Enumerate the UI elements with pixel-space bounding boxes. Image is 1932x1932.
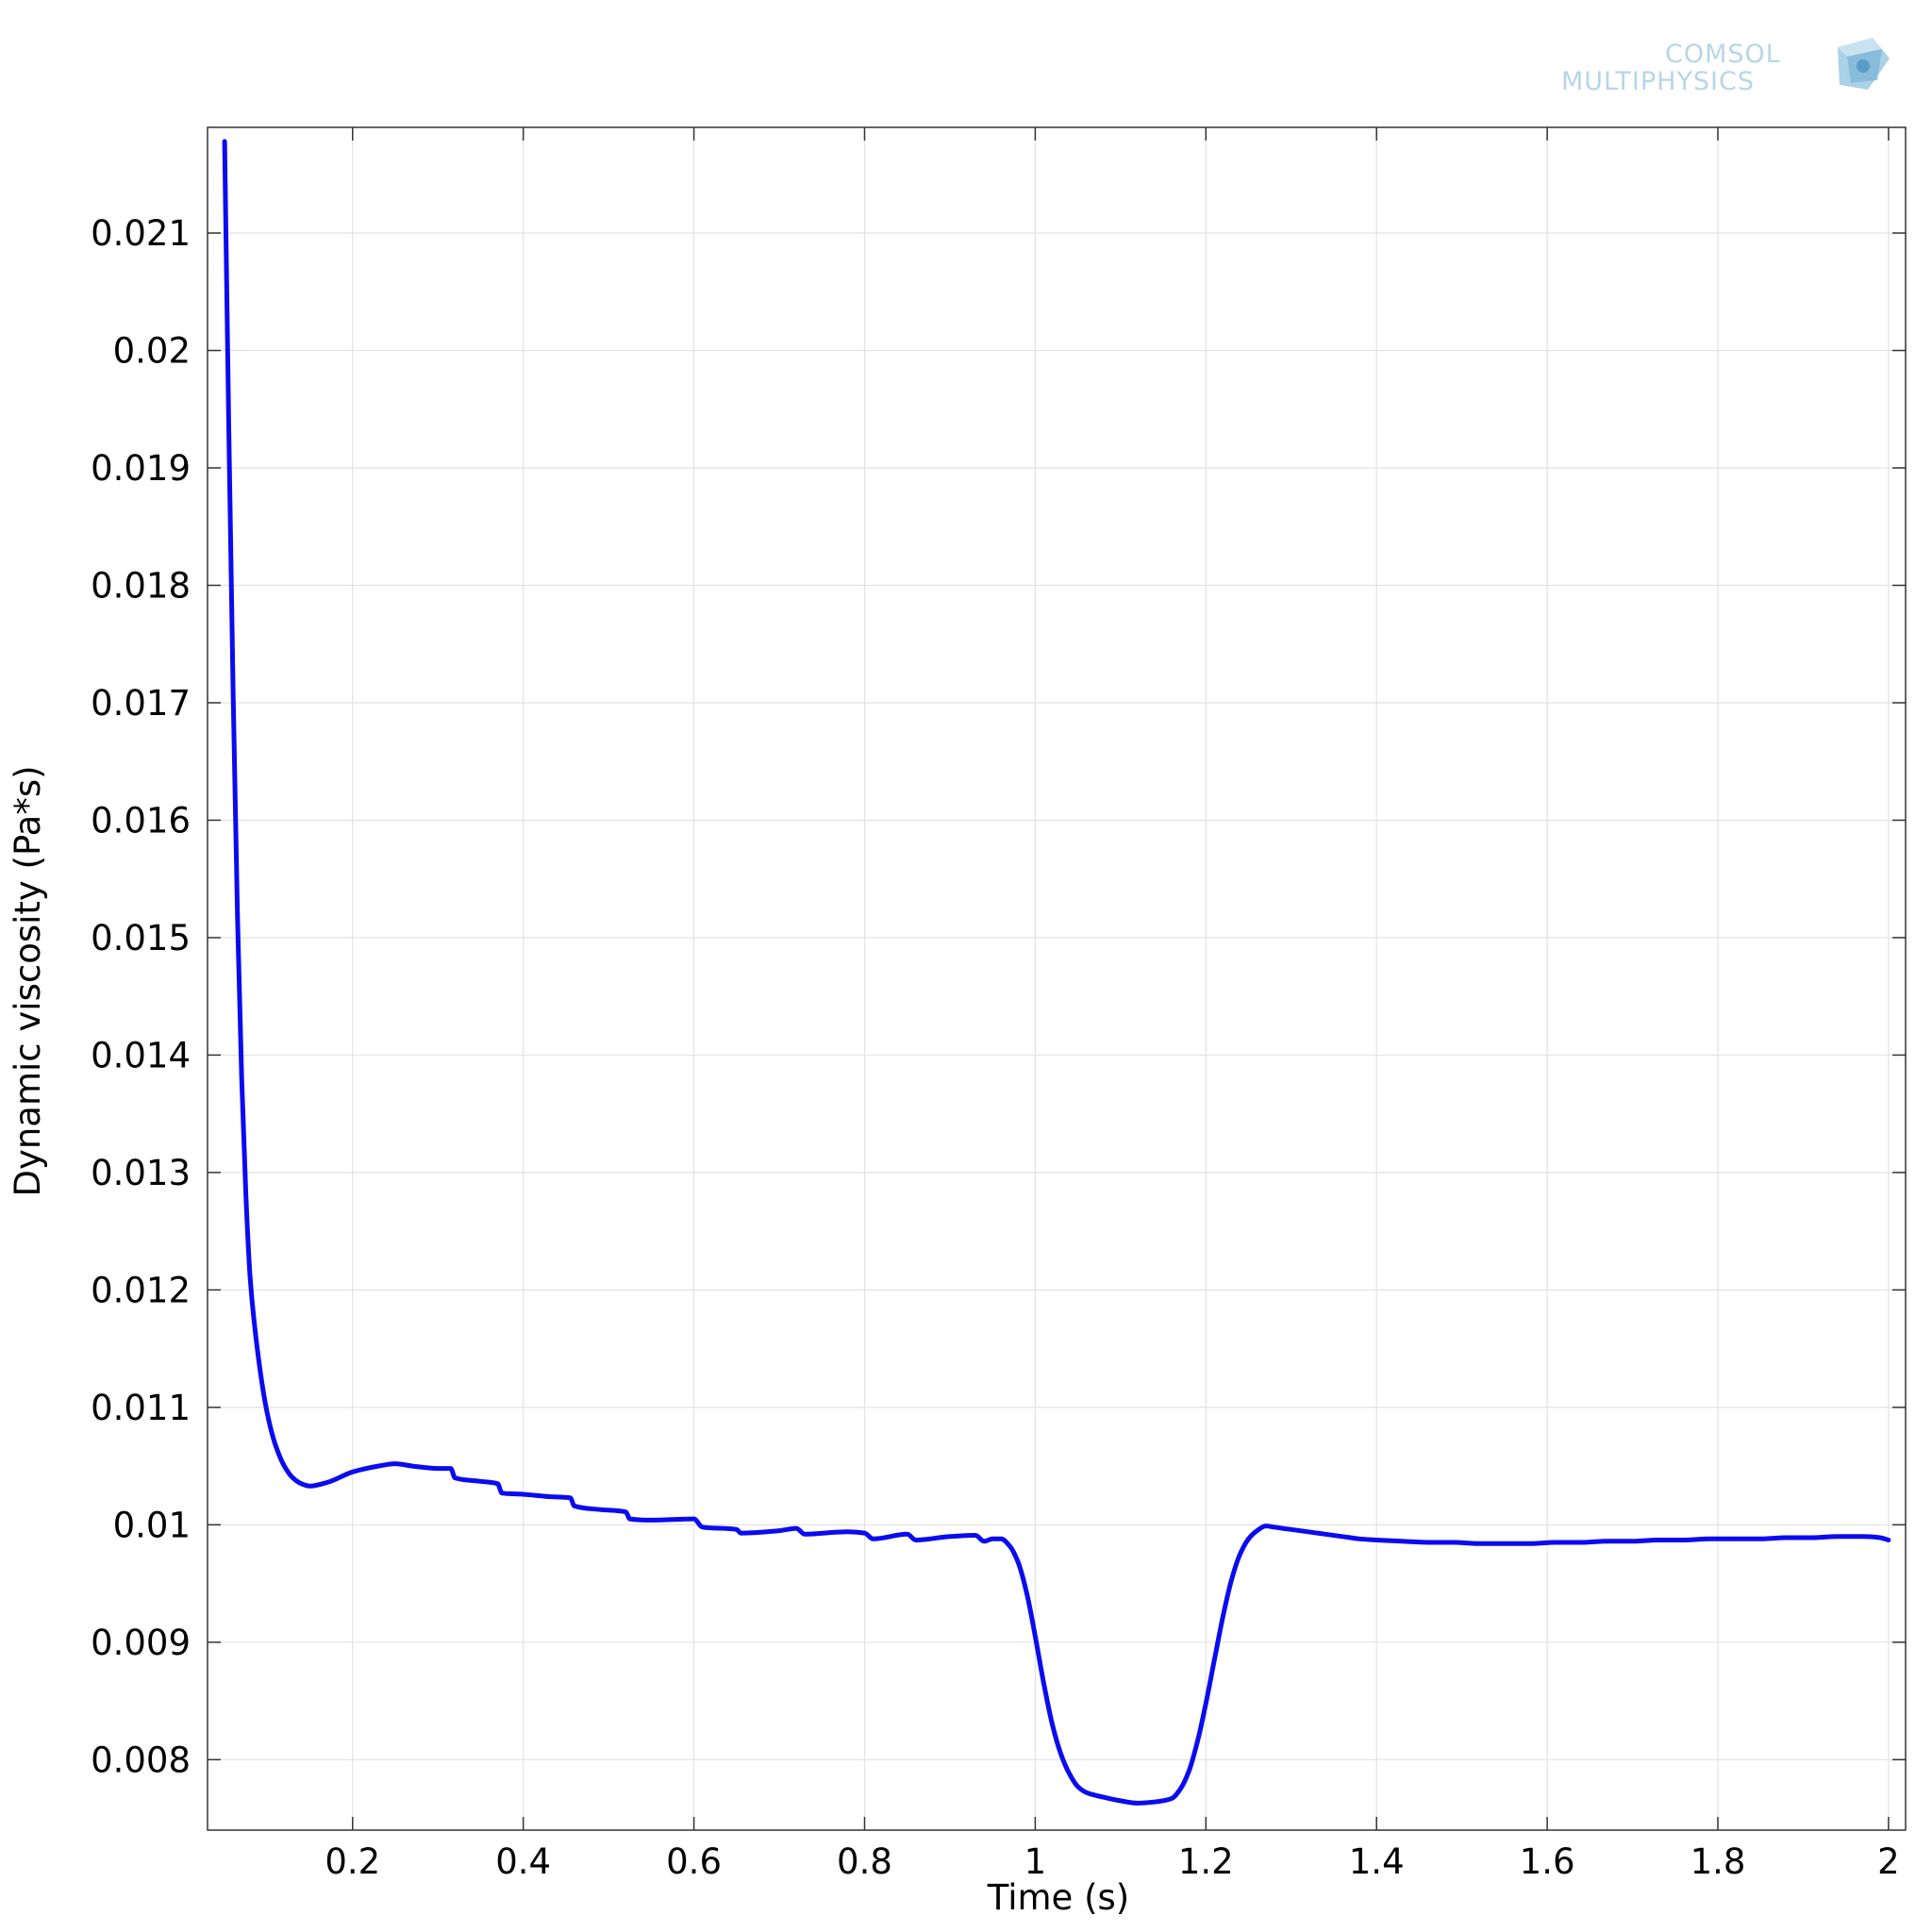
comsol-cube-icon xyxy=(1838,38,1890,90)
plot-frame xyxy=(207,126,1907,1831)
gridlines xyxy=(208,127,1906,1830)
x-axis-title: Time (s) xyxy=(987,1877,1129,1918)
y-tick-label: 0.018 xyxy=(91,565,191,606)
y-tick-label: 0.019 xyxy=(91,448,191,489)
x-tick-label: 0.2 xyxy=(325,1841,380,1882)
logo-line-2: MULTIPHYSICS xyxy=(1561,67,1755,96)
x-tick-label: 0.4 xyxy=(495,1841,551,1882)
y-tick-label: 0.016 xyxy=(91,800,191,841)
x-tick-label: 1.2 xyxy=(1178,1841,1234,1882)
y-tick-label: 0.008 xyxy=(91,1740,191,1780)
y-tick-label: 0.02 xyxy=(113,331,191,372)
logo-line-1: COMSOL xyxy=(1665,40,1781,69)
y-tick-label: 0.015 xyxy=(91,918,191,958)
comsol-logo: COMSOL MULTIPHYSICS xyxy=(1561,38,1890,96)
y-tick-label: 0.009 xyxy=(91,1623,191,1663)
x-tick-label: 1.6 xyxy=(1520,1841,1575,1882)
y-tick-label: 0.017 xyxy=(91,683,191,724)
y-tick-label: 0.021 xyxy=(91,213,191,254)
y-tick-labels: 0.008 0.009 0.01 0.011 0.012 0.013 0.014 0.015 0… xyxy=(91,213,191,1780)
tick-marks xyxy=(208,127,1906,1830)
y-tick-label: 0.013 xyxy=(91,1153,191,1193)
x-tick-label: 0.8 xyxy=(837,1841,892,1882)
y-tick-label: 0.012 xyxy=(91,1270,191,1310)
y-tick-label: 0.01 xyxy=(113,1505,191,1545)
y-tick-label: 0.011 xyxy=(91,1388,191,1428)
x-tick-label: 0.6 xyxy=(666,1841,722,1882)
x-tick-label: 1.4 xyxy=(1349,1841,1405,1882)
x-tick-label: 1.8 xyxy=(1690,1841,1746,1882)
y-tick-label: 0.014 xyxy=(91,1035,191,1075)
y-axis-title: Dynamic viscosity (Pa*s) xyxy=(8,765,48,1196)
series-line xyxy=(222,139,1891,1806)
x-tick-labels: 0.2 0.4 0.6 0.8 1 1.2 1.4 1.6 1.8 2 xyxy=(325,1841,1899,1882)
x-tick-label: 2 xyxy=(1877,1841,1900,1882)
x-tick-label: 1 xyxy=(1024,1841,1047,1882)
